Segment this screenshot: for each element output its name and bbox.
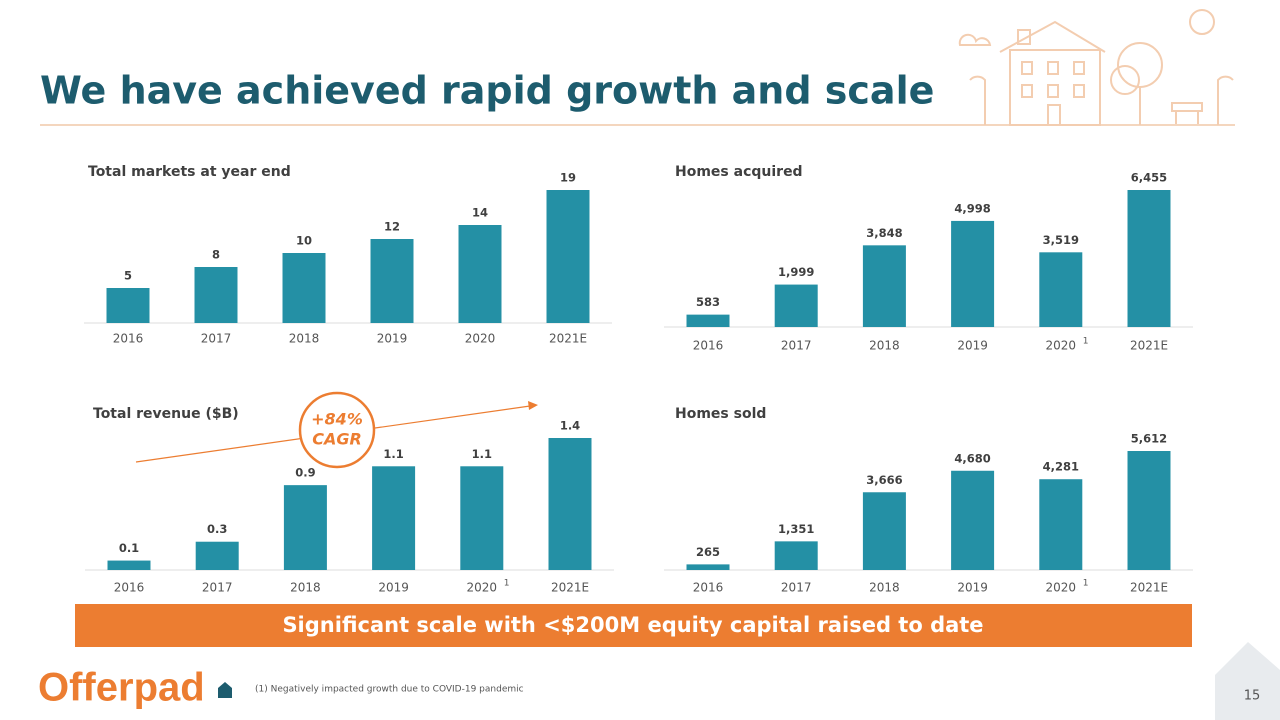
value-label: 4,998 <box>954 201 990 215</box>
value-label: 1.1 <box>472 447 492 461</box>
value-label: 3,848 <box>866 226 902 240</box>
value-label: 265 <box>696 545 720 559</box>
bar <box>282 253 326 323</box>
house-illustration <box>958 9 1234 126</box>
x-tick-label: 2017 <box>202 581 233 595</box>
page-number: 15 <box>1244 689 1261 704</box>
bar <box>372 466 416 570</box>
x-tick-label: 2017 <box>781 581 812 595</box>
value-label: 10 <box>296 234 312 248</box>
value-label: 5,612 <box>1131 432 1167 446</box>
bar <box>951 470 995 570</box>
bar <box>1039 252 1083 327</box>
value-label: 1,999 <box>778 265 814 279</box>
cagr-text: +84% <box>311 410 363 429</box>
bar <box>194 267 238 323</box>
slide-title: We have achieved rapid growth and scale <box>40 69 934 113</box>
x-tick-label: 2018 <box>289 332 320 346</box>
value-label: 19 <box>560 171 576 185</box>
bar <box>862 492 906 570</box>
bar <box>774 541 818 570</box>
footnote: (1) Negatively impacted growth due to CO… <box>255 685 524 695</box>
chart-title: Total markets at year end <box>88 164 291 180</box>
x-tick-label: 2017 <box>201 332 232 346</box>
bar <box>1127 451 1171 570</box>
x-tick-label: 2021E <box>549 332 587 346</box>
value-label: 5 <box>124 269 132 283</box>
bar <box>283 485 327 570</box>
value-label: 12 <box>384 220 400 234</box>
value-label: 3,519 <box>1043 233 1079 247</box>
value-label: 14 <box>472 206 488 220</box>
category-note: 1 <box>1083 579 1089 589</box>
category-note: 1 <box>504 579 510 589</box>
bar <box>458 225 502 323</box>
cagr-circle <box>298 391 376 469</box>
x-tick-label: 2019 <box>378 581 409 595</box>
cagr-arrowhead <box>528 401 538 410</box>
value-label: 0.9 <box>295 466 315 480</box>
banner <box>75 604 1192 647</box>
x-tick-label: 2016 <box>113 332 144 346</box>
value-label: 3,666 <box>866 473 902 487</box>
bar <box>1127 190 1171 327</box>
value-label: 4,281 <box>1043 460 1079 474</box>
bar <box>686 314 730 327</box>
bar <box>546 190 590 323</box>
x-tick-label: 2016 <box>693 339 724 353</box>
value-label: 1,351 <box>778 522 814 536</box>
logo-mark <box>218 682 232 698</box>
bar <box>951 220 995 327</box>
bar <box>862 245 906 327</box>
x-tick-label: 2019 <box>377 332 408 346</box>
x-tick-label: 2016 <box>693 581 724 595</box>
x-tick-label: 2018 <box>869 581 900 595</box>
value-label: 6,455 <box>1131 171 1167 185</box>
x-tick-label: 2020 <box>1046 581 1077 595</box>
logo: Offerpad <box>38 666 205 710</box>
category-note: 1 <box>1083 337 1089 347</box>
banner-text: Significant scale with <$200M equity cap… <box>282 613 983 637</box>
x-tick-label: 2021E <box>1130 339 1168 353</box>
x-tick-label: 2016 <box>114 581 145 595</box>
x-tick-label: 2019 <box>957 581 988 595</box>
value-label: 1.4 <box>560 419 580 433</box>
cagr-text: CAGR <box>312 430 362 449</box>
bar <box>1039 479 1083 570</box>
x-tick-label: 2020 <box>1046 339 1077 353</box>
x-tick-label: 2018 <box>290 581 321 595</box>
bar <box>774 284 818 327</box>
value-label: 0.3 <box>207 522 227 536</box>
x-tick-label: 2021E <box>551 581 589 595</box>
x-tick-label: 2019 <box>957 339 988 353</box>
value-label: 4,680 <box>954 451 990 465</box>
value-label: 1.1 <box>383 447 403 461</box>
x-tick-label: 2020 <box>465 332 496 346</box>
chart-title: Homes sold <box>675 406 766 422</box>
value-label: 583 <box>696 295 720 309</box>
value-label: 8 <box>212 248 220 262</box>
bar <box>107 560 151 570</box>
bar <box>548 438 592 570</box>
x-tick-label: 2018 <box>869 339 900 353</box>
bar <box>370 239 414 323</box>
chart-title: Total revenue ($B) <box>93 406 239 422</box>
page-tab <box>1215 642 1280 720</box>
bar <box>686 564 730 570</box>
bar <box>106 288 150 323</box>
bar <box>460 466 504 570</box>
x-tick-label: 2020 <box>467 581 498 595</box>
bar <box>195 541 239 570</box>
chart-title: Homes acquired <box>675 164 803 180</box>
x-tick-label: 2017 <box>781 339 812 353</box>
x-tick-label: 2021E <box>1130 581 1168 595</box>
value-label: 0.1 <box>119 541 139 555</box>
